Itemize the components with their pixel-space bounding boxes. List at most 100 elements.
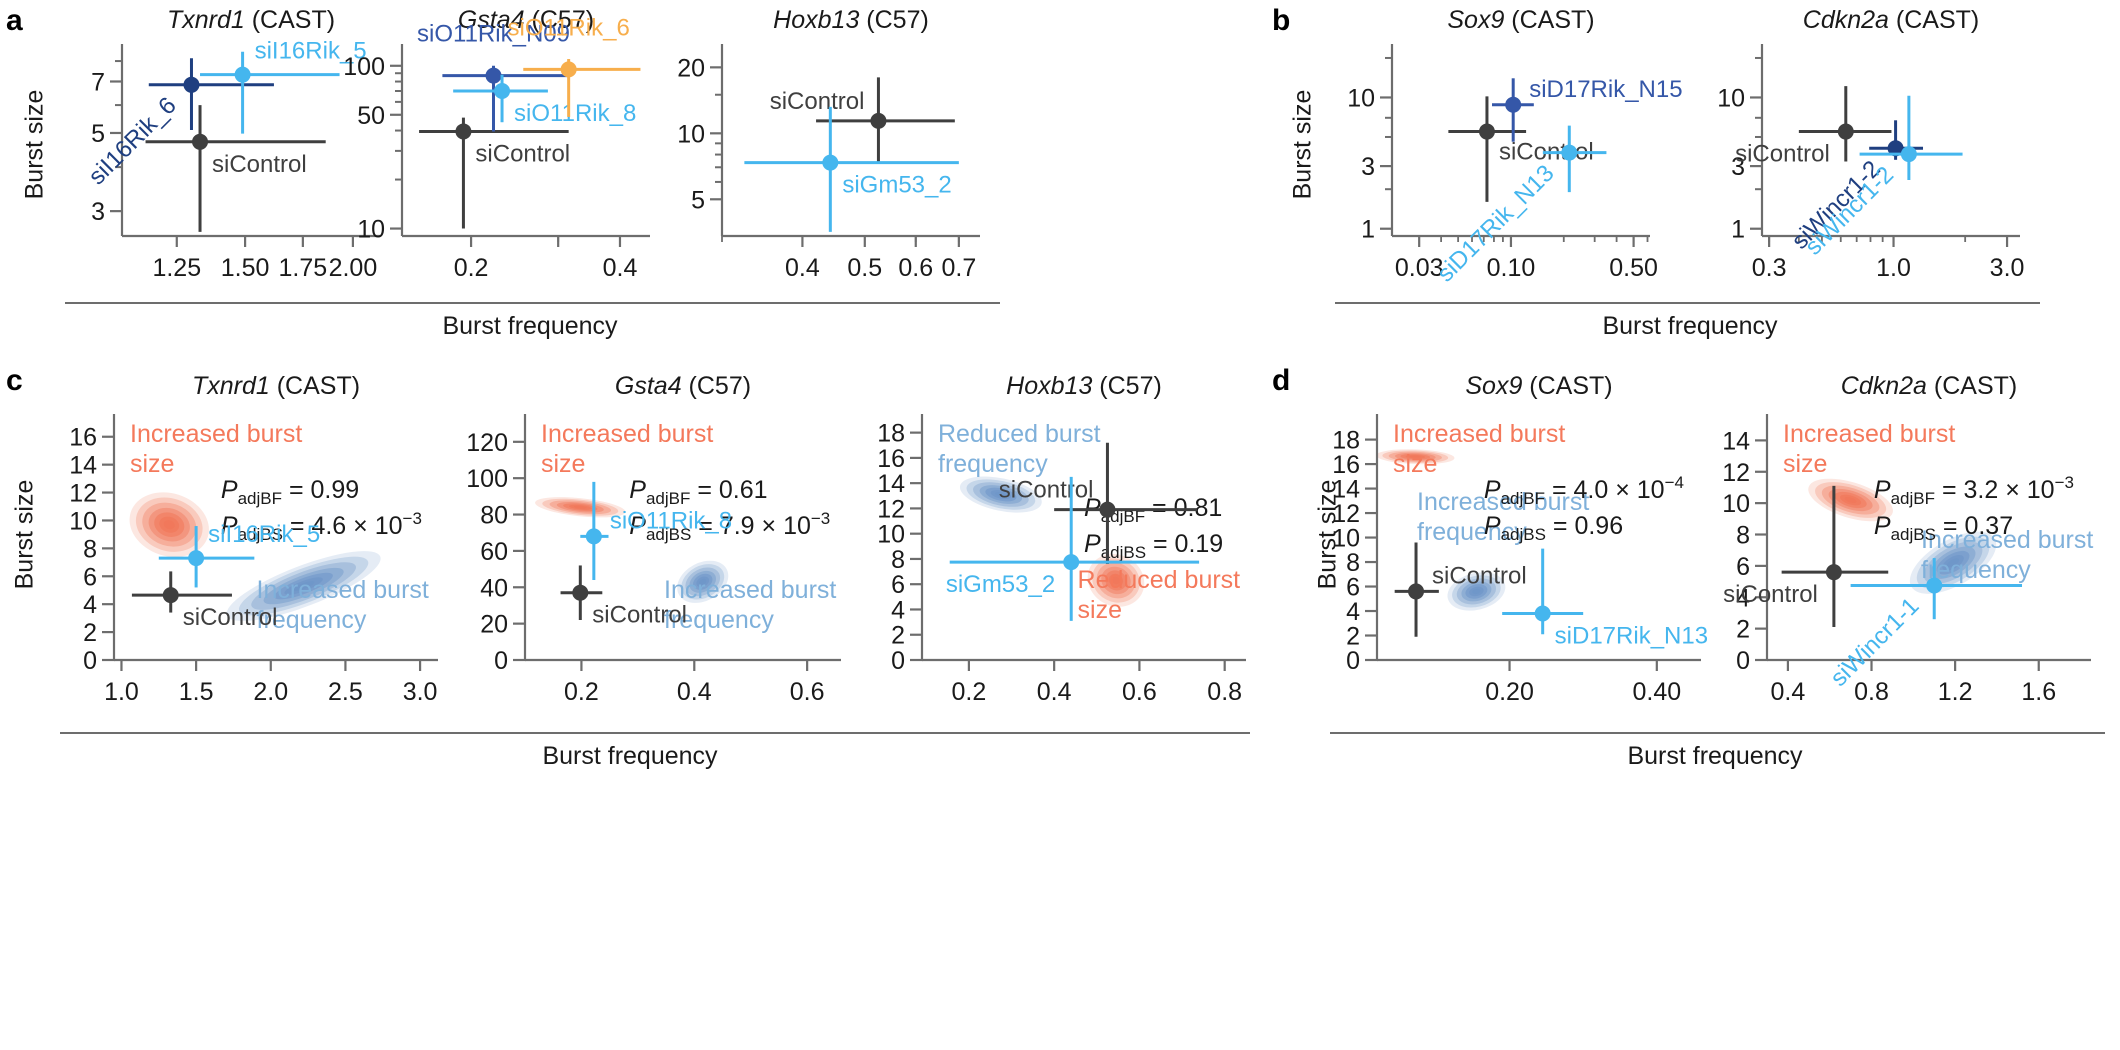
data-point-group: siO11Rik_N09 — [417, 21, 570, 132]
data-point-label: siGm53_2 — [842, 172, 951, 199]
plot-txnrd1-cast-c: Txnrd1 (CAST) 0 2 4 6 8 10 12 14 16 1.0 1.5 2.0 2.5 3.… — [52, 372, 452, 734]
data-point-label: siControl — [770, 88, 865, 115]
y-axis-tick-label: 0 — [1736, 647, 1750, 675]
y-axis-title-b: Burst size — [1288, 89, 1317, 200]
y-axis-tick-label: 14 — [877, 470, 905, 498]
y-axis-tick-label: 8 — [1346, 549, 1360, 577]
x-axis-tick-label: 1.2 — [1938, 678, 1973, 706]
svg-text:PadjBS = 7.9 × 10−3: PadjBS = 7.9 × 10−3 — [629, 509, 830, 544]
annotation-blue: frequency — [257, 606, 367, 634]
data-point-group: siControl — [131, 571, 278, 631]
data-point-label: siI16Rik_5 — [255, 38, 367, 65]
y-axis-tick-label: 0 — [1346, 647, 1360, 675]
y-axis-tick-label: 2 — [891, 622, 905, 650]
data-point-marker — [1900, 146, 1917, 163]
data-point-marker — [1825, 564, 1842, 581]
y-axis-tick-label: 3 — [1731, 153, 1745, 181]
x-axis-tick-label: 0.3 — [1752, 254, 1787, 282]
data-point-group: siControl — [560, 565, 687, 629]
chart-canvas: Gsta4 (C57) 0 20 40 60 80 100 120 0.2 0.4 0.6 Incre… — [466, 372, 841, 706]
data-point-marker — [870, 112, 887, 129]
density-contour — [1844, 497, 1857, 503]
data-point-marker — [1837, 123, 1854, 140]
y-axis-tick-label: 5 — [91, 120, 105, 148]
x-axis-tick-label: 1.50 — [221, 254, 270, 282]
y-axis-tick-label: 4 — [891, 596, 905, 624]
data-point-group: siGm53_2 — [946, 476, 1200, 621]
x-axis-tick-label: 0.2 — [952, 678, 987, 706]
annotation-red: size — [541, 450, 585, 478]
data-point-group: siD17Rik_N13 — [1502, 548, 1708, 649]
y-axis-tick-label: 12 — [1722, 459, 1750, 487]
axis-rule-d — [1330, 732, 2105, 734]
x-axis-tick-label: 1.5 — [179, 678, 214, 706]
plot-txnrd1-cast-a: Txnrd1 (CAST) 3 5 7 1.25 1.50 1.75 2.00 siContro… — [60, 6, 400, 306]
data-point-marker — [188, 550, 205, 567]
annotation-red: Increased burst — [1783, 420, 1955, 448]
y-axis-tick-label: 4 — [1346, 598, 1360, 626]
y-axis-tick-label: 1 — [1731, 216, 1745, 244]
x-axis-tick-label: 0.40 — [1632, 678, 1681, 706]
svg-text:PadjBS = 4.6 × 10−3: PadjBS = 4.6 × 10−3 — [221, 509, 422, 544]
x-axis-title-b: Burst frequency — [1602, 312, 1778, 340]
y-axis-tick-label: 16 — [877, 445, 905, 473]
svg-text:PadjBS = 0.37: PadjBS = 0.37 — [1874, 512, 2013, 544]
density-contour — [1472, 588, 1481, 595]
chart-title: Hoxb13 (C57) — [773, 6, 929, 34]
data-point-label: siControl — [183, 604, 278, 631]
p-value-adjbs: PadjBS = 0.19 — [1084, 530, 1223, 562]
x-axis-tick-label: 0.8 — [1854, 678, 1889, 706]
x-axis-tick-label: 1.0 — [1876, 254, 1911, 282]
data-point-marker — [1099, 501, 1116, 518]
annotation-blue: frequency — [664, 606, 774, 634]
x-axis-tick-label: 2.5 — [328, 678, 363, 706]
chart-title: Sox9 (CAST) — [1447, 6, 1594, 34]
svg-text:PadjBF = 0.81: PadjBF = 0.81 — [1084, 494, 1222, 526]
plot-gsta4-c57-a: Gsta4 (C57) 10 50 100 0.2 0.4 siControl siO11Ri… — [330, 6, 670, 306]
annotation-red: size — [130, 450, 174, 478]
x-axis-tick-label: 1.25 — [152, 254, 201, 282]
y-axis-tick-label: 8 — [83, 535, 97, 563]
annotation-blue: Reduced burst — [938, 420, 1101, 448]
density-contour — [1112, 576, 1120, 585]
data-point-group: siControl — [145, 105, 326, 232]
data-point-label: siO11Rik_8 — [610, 507, 732, 534]
density-contour — [573, 505, 587, 509]
density-contour — [995, 491, 1007, 498]
y-axis-tick-label: 80 — [480, 502, 508, 530]
axis-rule-b — [1335, 302, 2040, 304]
data-point-label: siGm53_2 — [946, 571, 1055, 598]
y-axis-tick-label: 7 — [91, 68, 105, 96]
y-axis-tick-label: 6 — [891, 571, 905, 599]
data-point-group: siControl — [770, 77, 955, 164]
svg-text:PadjBS = 0.96: PadjBS = 0.96 — [1484, 512, 1623, 544]
data-point-marker — [183, 76, 200, 93]
annotation-blue: frequency — [938, 450, 1048, 478]
y-axis-tick-label: 2 — [1736, 616, 1750, 644]
x-axis-tick-label: 1.0 — [104, 678, 139, 706]
chart-title: Sox9 (CAST) — [1465, 372, 1612, 400]
y-axis-tick-label: 14 — [69, 452, 97, 480]
y-axis-tick-label: 14 — [1722, 427, 1750, 455]
data-point-marker — [485, 67, 502, 84]
data-point-label: siD17Rik_N13 — [1555, 622, 1708, 649]
plot-hoxb13-c57-c: Hoxb13 (C57) 0 2 4 6 8 10 12 14 16 18 0.2 0.4 0.6 0.8 R… — [860, 372, 1260, 734]
y-axis-tick-label: 100 — [343, 53, 385, 81]
y-axis-tick-label: 100 — [466, 465, 508, 493]
x-axis-tick-label: 0.2 — [564, 678, 599, 706]
annotation-red: Increased burst — [1393, 420, 1565, 448]
data-point-marker — [1408, 583, 1425, 600]
data-point-marker — [162, 587, 179, 604]
data-point-group: siO11Rik_6 — [508, 14, 641, 117]
y-axis-tick-label: 4 — [83, 591, 97, 619]
y-axis-tick-label: 8 — [891, 546, 905, 574]
x-axis-tick-label: 0.8 — [1207, 678, 1242, 706]
data-point-marker — [494, 82, 511, 99]
x-axis-tick-label: 0.4 — [1037, 678, 1072, 706]
x-axis-tick-label: 3.0 — [403, 678, 438, 706]
data-point-marker — [1063, 554, 1080, 571]
panel-letter-c: c — [6, 364, 23, 397]
x-axis-tick-label: 0.6 — [898, 254, 933, 282]
y-axis-tick-label: 120 — [466, 429, 508, 457]
y-axis-tick-label: 10 — [1722, 490, 1750, 518]
